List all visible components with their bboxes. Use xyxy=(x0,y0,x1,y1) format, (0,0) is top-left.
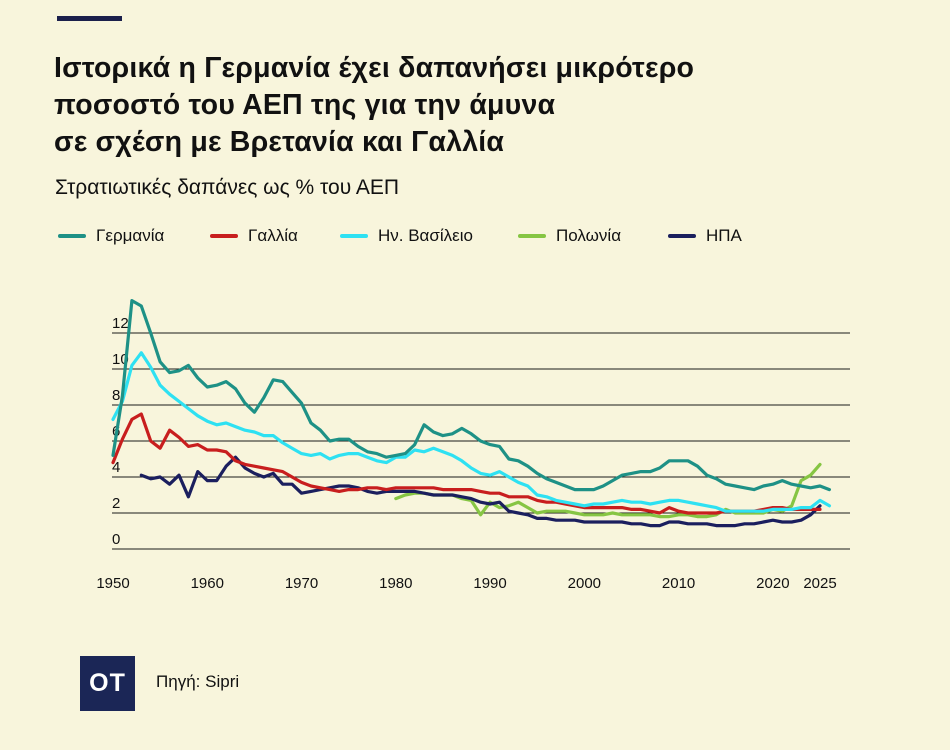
y-tick-label: 0 xyxy=(112,531,120,548)
x-tick-label: 2010 xyxy=(662,575,695,592)
x-tick-label: 1950 xyxy=(96,575,129,592)
x-tick-label: 2025 xyxy=(803,575,836,592)
y-tick-label: 8 xyxy=(112,387,120,404)
series-line-uk xyxy=(111,351,831,513)
legend-swatch-uk xyxy=(340,234,368,238)
x-tick-label: 1980 xyxy=(379,575,412,592)
x-tick-label: 2000 xyxy=(568,575,601,592)
title-line-1: Ιστορικά η Γερμανία έχει δαπανήσει μικρό… xyxy=(54,52,695,84)
legend-item-usa: ΗΠΑ xyxy=(668,224,742,248)
series-line-poland xyxy=(394,462,822,519)
y-tick-label: 4 xyxy=(112,459,120,476)
chart-title: Ιστορικά η Γερμανία έχει δαπανήσει μικρό… xyxy=(54,50,914,161)
x-tick-label: 2020 xyxy=(756,575,789,592)
y-tick-label: 2 xyxy=(112,495,120,512)
legend-label-usa: ΗΠΑ xyxy=(706,226,742,245)
legend-label-france: Γαλλία xyxy=(248,226,298,245)
chart-subtitle: Στρατιωτικές δαπάνες ως % του ΑΕΠ xyxy=(55,176,400,199)
series-lines xyxy=(111,299,831,528)
legend-label-poland: Πολωνία xyxy=(556,226,622,245)
legend-swatch-germany xyxy=(58,234,86,238)
y-tick-label: 12 xyxy=(112,315,129,332)
x-tick-label: 1990 xyxy=(473,575,506,592)
legend-item-uk: Ην. Βασίλειο xyxy=(340,224,473,248)
series-line-france xyxy=(111,412,822,515)
legend-swatch-usa xyxy=(668,234,696,238)
legend-label-uk: Ην. Βασίλειο xyxy=(378,226,473,245)
series-line-germany xyxy=(111,299,831,492)
title-line-2: ποσοστό του ΑΕΠ της για την άμυνα xyxy=(54,89,556,121)
chart-legend: Γερμανία Γαλλία Ην. Βασίλειο Πολωνία ΗΠΑ xyxy=(58,224,878,248)
legend-item-germany: Γερμανία xyxy=(58,224,164,248)
legend-label-germany: Γερμανία xyxy=(96,226,165,245)
x-axis-tick-labels: 1950 1960 1970 1980 1990 2000 2010 2020 2025 xyxy=(96,575,836,592)
legend-item-poland: Πολωνία xyxy=(518,224,621,248)
legend-item-france: Γαλλία xyxy=(210,224,298,248)
top-accent-bar xyxy=(57,16,122,21)
ot-logo: OT xyxy=(80,656,135,711)
legend-swatch-poland xyxy=(518,234,546,238)
source-note: Πηγή: Sipri xyxy=(156,672,240,691)
legend-swatch-france xyxy=(210,234,238,238)
x-tick-label: 1960 xyxy=(191,575,224,592)
series-line-usa xyxy=(139,455,822,528)
title-line-3: σε σχέση με Βρετανία και Γαλλία xyxy=(54,126,505,158)
x-tick-label: 1970 xyxy=(285,575,318,592)
